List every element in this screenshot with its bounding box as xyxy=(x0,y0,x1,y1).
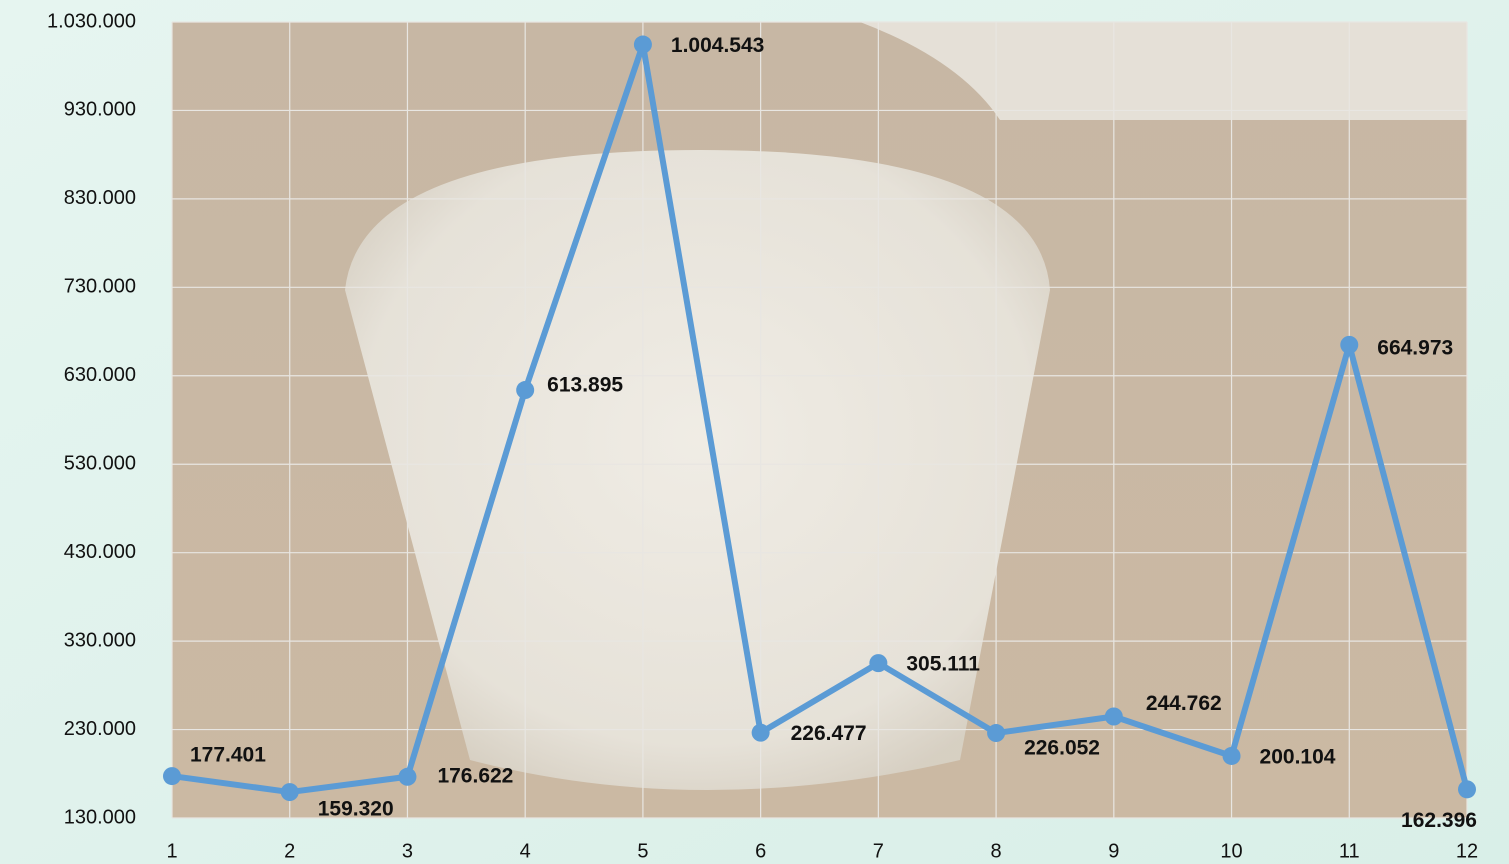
x-tick-label: 3 xyxy=(402,840,413,862)
series-line xyxy=(171,41,1470,796)
x-tick-label: 4 xyxy=(520,840,531,862)
data-point xyxy=(869,654,888,673)
data-point xyxy=(516,381,535,400)
data-point xyxy=(1222,746,1241,765)
data-label: 200.104 xyxy=(1260,746,1336,769)
y-tick-label: 430.000 xyxy=(64,541,136,563)
x-tick-label: 8 xyxy=(991,840,1002,862)
y-tick-label: 330.000 xyxy=(64,629,136,651)
data-label: 226.477 xyxy=(791,722,867,745)
glass-image xyxy=(345,150,1050,790)
x-tick-label: 11 xyxy=(1339,840,1360,862)
x-tick-label: 1 xyxy=(166,840,177,862)
data-label: 1.004.543 xyxy=(671,34,764,57)
y-tick-label: 130.000 xyxy=(64,806,136,828)
x-tick-label: 12 xyxy=(1456,840,1478,862)
data-label: 305.111 xyxy=(906,653,980,676)
data-point xyxy=(987,724,1006,743)
jug-image xyxy=(860,22,1467,120)
data-point xyxy=(1104,707,1123,726)
data-label: 159.320 xyxy=(318,798,394,821)
data-label: 664.973 xyxy=(1377,336,1453,359)
x-tick-label: 7 xyxy=(873,840,884,862)
y-tick-label: 530.000 xyxy=(64,453,136,475)
data-point xyxy=(1458,780,1476,799)
data-label: 226.052 xyxy=(1024,737,1100,760)
data-label: 176.622 xyxy=(437,764,513,787)
x-tick-label: 5 xyxy=(637,840,648,862)
data-label: 613.895 xyxy=(547,374,623,397)
data-label: 244.762 xyxy=(1146,692,1222,715)
data-point xyxy=(163,767,181,786)
data-point xyxy=(751,723,770,742)
y-tick-label: 930.000 xyxy=(64,99,136,121)
data-point xyxy=(1340,335,1359,354)
x-tick-label: 2 xyxy=(284,840,295,862)
y-tick-label: 830.000 xyxy=(64,187,136,209)
data-label: 177.401 xyxy=(190,744,266,767)
data-point xyxy=(280,783,299,802)
plot: 177.401 159.320 176.622 613.895 1.004.543 226… xyxy=(163,34,1477,832)
y-tick-label: 1.030.000 xyxy=(47,10,136,32)
y-tick-label: 730.000 xyxy=(64,276,136,298)
x-tick-label: 9 xyxy=(1108,840,1119,862)
data-point xyxy=(398,767,417,786)
grid: 130.000 230.000 330.000 430.000 530.000 630.0… xyxy=(47,10,1478,862)
y-tick-label: 630.000 xyxy=(64,364,136,386)
data-point xyxy=(633,35,652,54)
x-tick-label: 6 xyxy=(755,840,766,862)
x-tick-label: 10 xyxy=(1220,840,1242,862)
y-tick-label: 230.000 xyxy=(64,718,136,740)
data-label: 162.396 xyxy=(1401,809,1477,832)
